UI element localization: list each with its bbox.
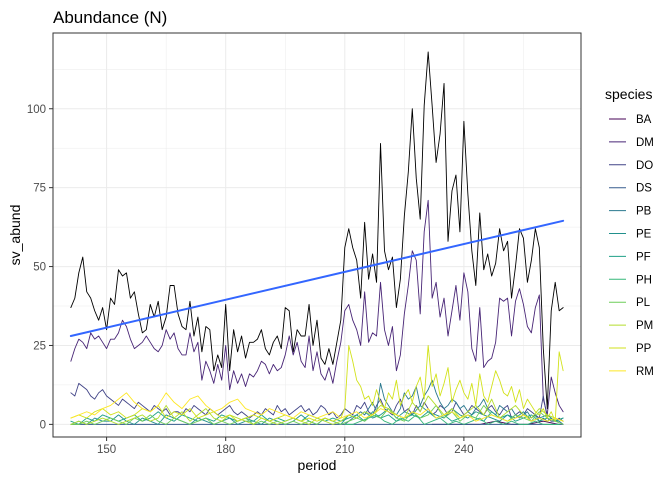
x-tick-label: 210 xyxy=(335,444,354,456)
x-axis: 150 180 210 240 xyxy=(97,437,473,456)
legend-label-pl: PL xyxy=(636,297,651,309)
series-line-pp xyxy=(70,345,564,422)
x-tick-label: 180 xyxy=(216,444,235,456)
series-line-pl xyxy=(70,404,564,425)
series-line-total xyxy=(70,51,564,410)
series-line-rm xyxy=(70,392,564,422)
series-line-pb xyxy=(344,379,564,425)
x-axis-title: period xyxy=(298,457,337,473)
legend-title: species xyxy=(605,86,652,102)
legend-label-ds: DS xyxy=(636,183,652,195)
series-line-do xyxy=(70,382,564,422)
legend-label-pp: PP xyxy=(636,343,652,355)
series-line-trend xyxy=(69,219,565,337)
x-tick-label: 240 xyxy=(454,444,473,456)
legend-label-ba: BA xyxy=(636,114,652,126)
legend-label-pe: PE xyxy=(636,229,652,241)
legend-label-pb: PB xyxy=(636,206,652,218)
plot-panel xyxy=(53,33,581,437)
series-line-dm xyxy=(70,199,564,416)
minor-gridlines xyxy=(53,33,581,437)
y-tick-label: 0 xyxy=(40,419,46,431)
y-axis-title: sv_abund xyxy=(7,205,23,266)
y-tick-label: 100 xyxy=(27,104,46,116)
legend-label-do: DO xyxy=(636,160,653,172)
y-tick-label: 25 xyxy=(33,340,46,352)
x-tick-label: 150 xyxy=(97,444,116,456)
legend-label-pf: PF xyxy=(636,251,651,263)
chart-title: Abundance (N) xyxy=(53,8,167,27)
y-tick-label: 75 xyxy=(33,183,46,195)
legend-label-ph: PH xyxy=(636,274,652,286)
y-axis: 0 25 50 75 100 xyxy=(27,104,53,431)
legend: species BA DM DO DS PB PE PF PH PL PM PP RM xyxy=(605,86,654,378)
y-tick-label: 50 xyxy=(33,262,46,274)
plot-border xyxy=(52,32,582,438)
series-layer xyxy=(69,51,565,425)
legend-label-rm: RM xyxy=(636,366,654,378)
legend-label-dm: DM xyxy=(636,137,654,149)
legend-items: BA DM DO DS PB PE PF PH PL PM PP RM xyxy=(609,114,654,378)
legend-label-pm: PM xyxy=(636,320,653,332)
